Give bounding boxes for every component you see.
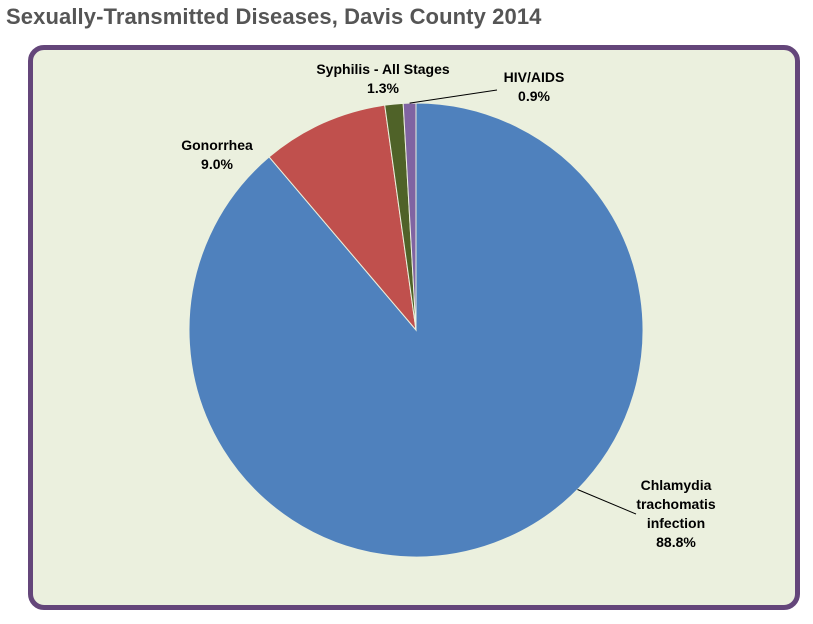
- leader-line-hiv-aids: [409, 89, 498, 104]
- pie-slice-hiv-aids: [402, 102, 417, 331]
- slice-labels: Chlamydia trachomatis infection 88.8% Gonorr…: [181, 61, 716, 550]
- data-label-chlamydia: Chlamydia trachomatis infection 88.8%: [636, 477, 716, 550]
- data-label-hiv-aids: HIV/AIDS 0.9%: [504, 69, 565, 104]
- data-label-gonorrhea: Gonorrhea 9.0%: [181, 137, 253, 172]
- data-label-syphilis: Syphilis - All Stages 1.3%: [316, 61, 450, 96]
- leader-lines: [409, 89, 637, 515]
- leader-line-chlamydia: [577, 489, 637, 515]
- pie-slices: [188, 102, 644, 558]
- pie-slice-gonorrhea: [268, 104, 417, 332]
- page-title: Sexually-Transmitted Diseases, Davis Cou…: [6, 4, 542, 29]
